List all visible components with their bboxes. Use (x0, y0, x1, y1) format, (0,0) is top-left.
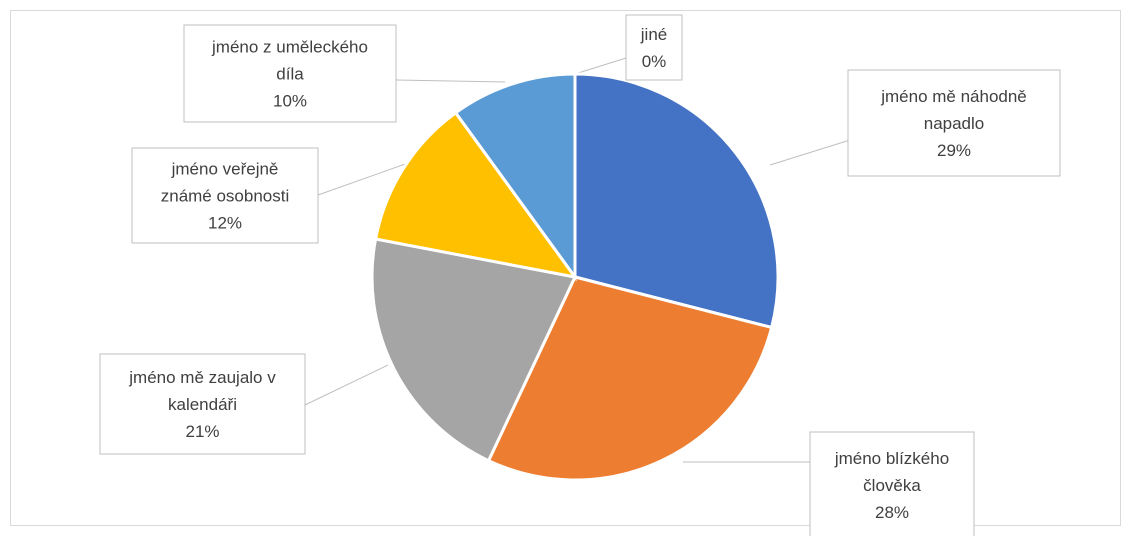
data-label-category: jméno veřejně (171, 160, 279, 179)
data-label-value: 0% (642, 52, 667, 71)
data-label: jméno z uměleckého díla 10% (183, 24, 397, 123)
pie-slice (453, 72, 577, 282)
data-label: jméno veřejně známé osobnosti 12% (131, 147, 319, 244)
leader-line (304, 364, 389, 406)
leader-lines (304, 57, 851, 463)
data-label-category: známé osobnosti (161, 187, 290, 206)
data-label-value: 21% (185, 422, 219, 441)
data-label-category: jméno mě zaujalo v (128, 368, 276, 387)
data-label-box (847, 69, 1061, 177)
data-label-value: 28% (875, 503, 909, 522)
data-labels: jméno mě náhodně napadlo 29% jméno blízkého… (99, 14, 1061, 536)
pie-slice (573, 72, 780, 330)
data-label-box (625, 14, 683, 81)
data-label: jméno mě náhodně napadlo 29% (847, 69, 1061, 177)
data-label: jméno blízkého člověka 28% (809, 431, 975, 536)
data-label-category: člověka (863, 476, 921, 495)
data-label-category: jméno blízkého (834, 449, 949, 468)
leader-line (317, 162, 409, 196)
data-label-category: jméno mě náhodně (880, 87, 1027, 106)
pie-slices (370, 72, 780, 482)
pie-slice (486, 275, 774, 482)
data-label-value: 12% (208, 214, 242, 233)
pie-slice (370, 237, 578, 463)
leader-line (574, 57, 627, 75)
leader-line (769, 139, 851, 166)
leader-line (395, 79, 506, 83)
data-label-box (809, 431, 975, 536)
pie-slice (373, 110, 579, 280)
data-label-box (99, 353, 306, 455)
data-label-category: díla (276, 65, 304, 84)
data-label: jméno mě zaujalo v kalendáři 21% (99, 353, 306, 455)
data-label-value: 10% (273, 92, 307, 111)
data-label-box (183, 24, 397, 123)
data-label-category: jméno z uměleckého (211, 38, 368, 57)
data-label-box (131, 147, 319, 244)
data-label-category: kalendáři (168, 395, 237, 414)
data-label-category: napadlo (924, 114, 985, 133)
data-label-value: 29% (937, 141, 971, 160)
data-label-category: jiné (640, 25, 667, 44)
data-label: jiné 0% (625, 14, 683, 81)
